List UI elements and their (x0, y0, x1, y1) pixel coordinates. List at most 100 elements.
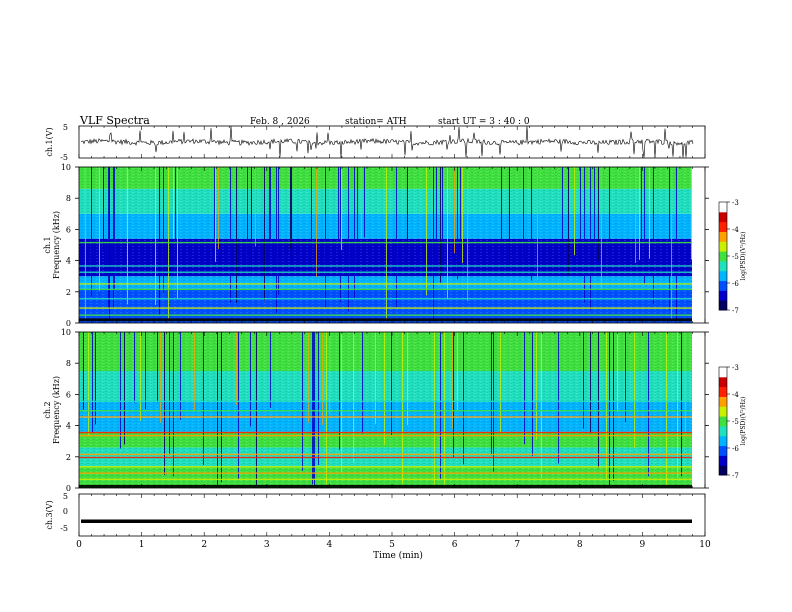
sferic-streak (326, 332, 327, 485)
sferic-streak (322, 332, 323, 425)
sferic-streak (169, 332, 170, 454)
sferic-streak (617, 332, 618, 412)
colorbar-segment (719, 241, 727, 252)
ytick-label: 6 (66, 225, 71, 234)
ch1-spectrogram-yticks: 0 2 4 6 8 10 (61, 163, 709, 328)
spectrogram-tone-line (79, 456, 692, 459)
spectrogram-tone-line (79, 410, 692, 412)
sferic-streak (163, 167, 164, 293)
header-date: Feb. 8 , 2026 (250, 117, 310, 127)
sferic-streak (402, 332, 403, 485)
sferic-streak (353, 332, 354, 463)
sferic-streak (318, 332, 319, 465)
sferic-streak (536, 332, 537, 440)
sferic-streak (270, 167, 271, 250)
ch1-spectrogram-panel: 0 2 4 6 8 10 ch.1 Frequency (kHz) -3 -4 -5 -6 -7 l… (43, 163, 747, 328)
sferic-streak (250, 332, 251, 427)
sferic-streak (537, 167, 538, 281)
sferic-streak (339, 332, 340, 450)
sferic-streak (407, 332, 408, 426)
ch3-ytick-5: 5 (63, 492, 68, 501)
spectrogram-tone-line (79, 283, 692, 285)
sferic-streak (113, 167, 114, 308)
colorbar-segment (719, 231, 727, 242)
sferic-streak (375, 332, 376, 425)
sferic-streak (362, 332, 363, 434)
xtick-label: 4 (327, 540, 333, 550)
colorbar-segment (719, 455, 727, 466)
colorbar-segment (719, 270, 727, 282)
sferic-streak (194, 332, 195, 411)
spectrogram-margin (692, 332, 705, 488)
sferic-streak (685, 332, 686, 436)
header-start-ut: start UT = 3 : 40 : 0 (438, 117, 530, 127)
ch2-spectrogram-ylabel: Frequency (kHz) (52, 376, 61, 444)
colorbar-segment (719, 300, 727, 311)
sferic-streak (180, 332, 181, 420)
sferic-streak (338, 167, 339, 276)
xtick-label: 2 (201, 540, 207, 550)
sferic-streak (467, 167, 468, 302)
sferic-streak (290, 167, 291, 250)
sferic-streak (598, 332, 599, 468)
spectrogram-tone-line (79, 453, 692, 456)
sferic-streak (127, 167, 128, 305)
sferic-streak (217, 332, 218, 485)
sferic-streak (460, 167, 461, 263)
colorbar-segment (719, 445, 727, 456)
colorbar-segment (719, 435, 727, 447)
sferic-streak (120, 332, 121, 449)
spectrogram-tone-line (79, 400, 692, 403)
colorbar-segment (719, 416, 727, 427)
colorbar-tick-label: -7 (732, 472, 739, 480)
sferic-streak (598, 167, 599, 260)
ytick-label: 0 (66, 319, 71, 328)
sferic-streak (606, 332, 607, 479)
ytick-label: 4 (66, 422, 71, 431)
ch3-waveform-panel: 5 0 -5 ch.3(V) (45, 492, 706, 537)
sferic-streak (357, 167, 358, 261)
colorbar-segment (719, 465, 727, 476)
sferic-streak (669, 167, 670, 311)
sferic-streak (452, 332, 453, 429)
sferic-streak (491, 332, 492, 456)
sferic-streak (354, 167, 355, 300)
xtick-label: 0 (76, 540, 82, 550)
sferic-streak (590, 167, 591, 311)
spectrogram-margin (692, 167, 705, 323)
sferic-streak (440, 167, 441, 283)
ch1-spectrogram-ylabel-ch: ch.1 (43, 236, 52, 253)
sferic-streak (92, 332, 93, 433)
sferic-streak (159, 167, 160, 315)
xtick-label: 7 (514, 540, 520, 550)
sferic-streak (583, 332, 584, 429)
xtick-label: 3 (264, 540, 270, 550)
colorbar-segment (719, 376, 727, 388)
sferic-streak (218, 167, 219, 250)
sferic-streak (175, 167, 176, 276)
sferic-streak (341, 167, 342, 251)
sferic-streak (594, 167, 595, 245)
sferic-streak (177, 167, 178, 299)
colorbar-tick-label: -6 (732, 445, 739, 453)
ytick-label: 2 (66, 453, 71, 462)
sferic-streak (114, 167, 115, 290)
sferic-streak (341, 332, 342, 474)
spectrogram-tone-line (79, 472, 692, 474)
colorbar-tick-label: -4 (732, 391, 739, 399)
ytick-label: 10 (61, 328, 71, 337)
spectrogram-tone-line (79, 241, 692, 244)
sferic-streak (509, 167, 510, 266)
sferic-streak (134, 332, 135, 403)
sferic-streak (311, 167, 312, 263)
xtick-label: 10 (699, 540, 711, 550)
ch1-waveform-panel: 5 -5 ch.1(V) (45, 123, 706, 162)
sferic-streak (364, 167, 365, 238)
colorbar-segment (719, 280, 727, 291)
spectrogram-tone-line (79, 271, 692, 273)
spectrogram-tone-line (79, 318, 692, 322)
colorbar-tick-label: -4 (732, 226, 739, 234)
sferic-streak (173, 332, 174, 477)
sferic-streak (574, 167, 575, 256)
